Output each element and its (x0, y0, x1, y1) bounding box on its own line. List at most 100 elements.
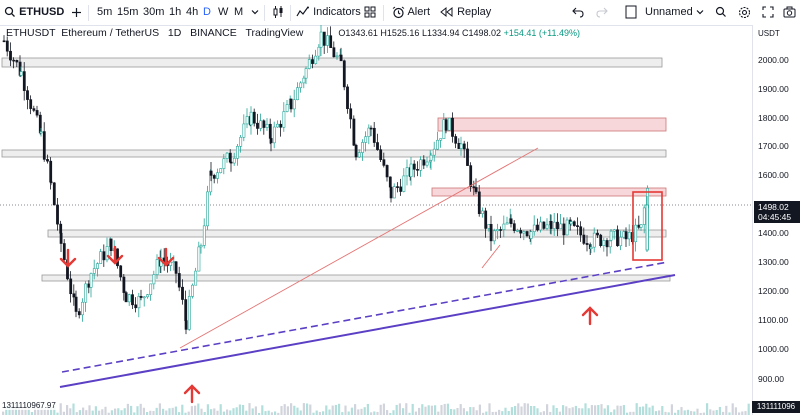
price-axis[interactable]: USDT 2000.00 1900.00 1800.00 1700.00 160… (752, 25, 800, 415)
volume-bar (181, 404, 184, 415)
price-tick: 1800.00 (758, 113, 789, 123)
volume-bar (210, 409, 213, 415)
settings-button[interactable] (738, 0, 751, 25)
interval-1h[interactable]: 1h (169, 6, 182, 18)
volume-bar (274, 411, 277, 415)
interval-30m[interactable]: 30m (143, 6, 165, 18)
replay-button[interactable]: Replay (440, 0, 491, 25)
snapshot-button[interactable] (783, 0, 796, 25)
candle-body (219, 168, 223, 174)
undo-button[interactable] (572, 0, 584, 25)
volume-bar (456, 407, 459, 415)
candle-body (622, 231, 626, 238)
interval-5m[interactable]: 5m (97, 6, 113, 18)
candle-body (2, 40, 6, 43)
candle-body (429, 154, 433, 161)
candle-body (42, 131, 46, 160)
interval-dropdown-button[interactable] (251, 0, 259, 25)
volume-bar (405, 403, 408, 415)
divider (264, 5, 265, 21)
candle-body (487, 224, 491, 229)
volume-bar (11, 406, 14, 415)
layout-button[interactable] (625, 0, 637, 25)
volume-bar (59, 403, 62, 415)
templates-button[interactable] (364, 0, 376, 25)
interval-w[interactable]: W (218, 6, 229, 18)
candle-body (272, 126, 276, 144)
legend-pair[interactable]: ETHUSDT (6, 27, 56, 39)
volume-bar (370, 412, 373, 415)
candle-body (335, 55, 339, 58)
volume-bar (373, 411, 376, 415)
candle-body (542, 221, 546, 229)
redo-button[interactable] (596, 0, 608, 25)
search-button[interactable] (715, 0, 727, 25)
volume-bar (386, 410, 389, 415)
volume-bar (309, 404, 312, 415)
currency-label[interactable]: USDT (758, 29, 780, 38)
candle-body (419, 159, 423, 171)
candle-body (202, 225, 206, 246)
candle-body (329, 35, 333, 48)
volume-bar (418, 407, 421, 415)
volume-bar (475, 410, 478, 415)
volume-bar (258, 412, 261, 415)
volume-bar (645, 403, 648, 415)
volume-bar (216, 410, 219, 415)
volume-bar (546, 404, 549, 415)
candle-body (405, 167, 409, 177)
candle-body (477, 191, 481, 214)
volume-bar (424, 406, 427, 415)
volume-bar (152, 411, 155, 415)
volume-bar (139, 403, 142, 415)
alert-button[interactable]: Alert (392, 0, 430, 25)
candle-body (77, 311, 81, 316)
candle-body (572, 221, 576, 226)
layout-name-button[interactable]: Unnamed (645, 0, 704, 25)
candle-body (122, 276, 126, 293)
candle-body (559, 223, 563, 230)
candle-body (357, 152, 361, 158)
interval-15m[interactable]: 15m (117, 6, 139, 18)
volume-bar (264, 411, 267, 415)
volume-bar (661, 406, 664, 415)
chart-type-button[interactable] (271, 0, 285, 25)
volume-bar (56, 412, 59, 415)
volume-bar (523, 403, 526, 415)
volume-bar (699, 412, 702, 415)
volume-bar (466, 411, 469, 415)
volume-bar (734, 407, 737, 415)
candle-body (191, 284, 194, 297)
volume-bar (350, 407, 353, 415)
candle-body (169, 261, 173, 266)
candle-body (457, 142, 461, 149)
interval-m[interactable]: M (234, 6, 244, 18)
fullscreen-button[interactable] (762, 0, 774, 25)
volume-bar (434, 405, 437, 415)
camera-icon (783, 6, 796, 18)
volume-bar (251, 408, 254, 415)
candle-body (319, 31, 323, 48)
candle-body (339, 54, 343, 62)
candle-body (505, 222, 509, 225)
chart-area[interactable] (0, 25, 752, 415)
volume-bar (363, 407, 366, 415)
add-symbol-button[interactable] (71, 0, 82, 25)
candle-body (399, 186, 403, 192)
volume-bar (744, 411, 747, 415)
down-arrow (157, 247, 175, 267)
volume-bar (683, 410, 686, 415)
candle-body (599, 234, 603, 246)
volume-bar (334, 404, 337, 415)
volume-bar (549, 411, 552, 415)
candle-body (56, 204, 59, 225)
interval-d[interactable]: D (203, 6, 211, 18)
indicators-button[interactable]: Indicators (296, 0, 361, 25)
price-tick: 1600.00 (758, 170, 789, 180)
candle-body (314, 55, 318, 64)
interval-4h[interactable]: 4h (186, 6, 199, 18)
price-chart[interactable] (0, 25, 752, 415)
symbol-search-button[interactable]: ETHUSD (4, 0, 64, 25)
volume-bar (299, 410, 302, 415)
volume-bar (459, 404, 462, 415)
